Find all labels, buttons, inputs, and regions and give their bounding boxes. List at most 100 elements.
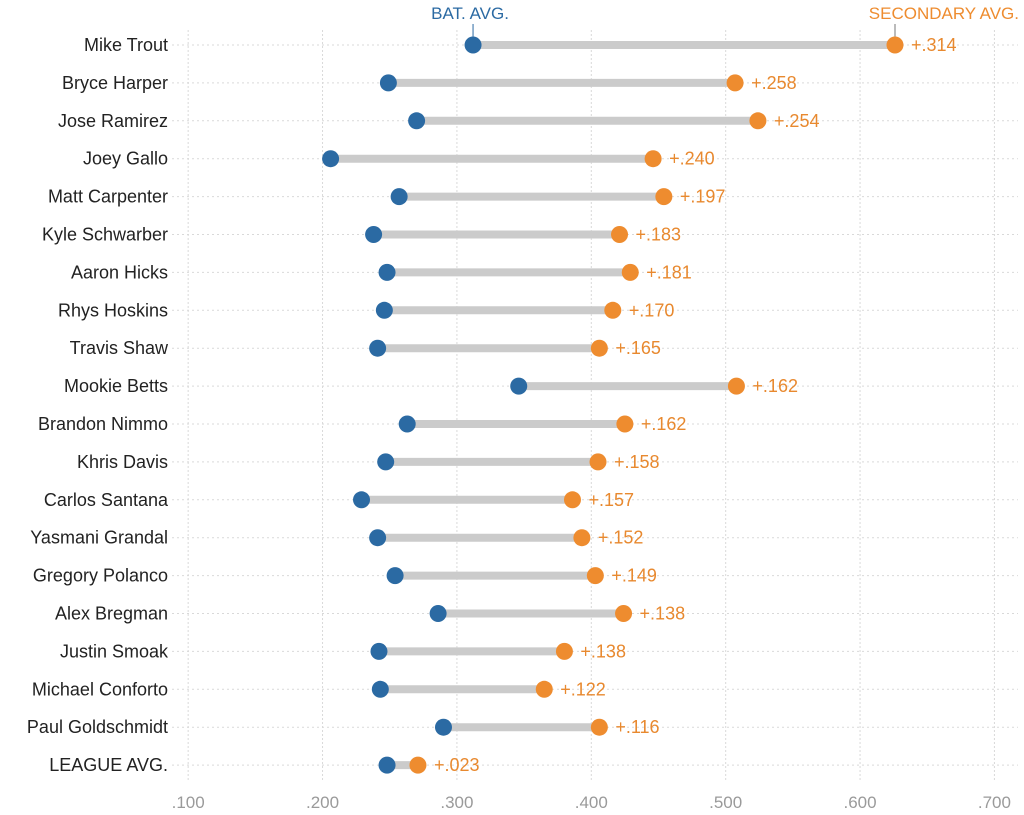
series-headers: BAT. AVG. SECONDARY AVG. xyxy=(431,4,1019,37)
player-label: Brandon Nimmo xyxy=(38,414,168,434)
chart-row: Bryce Harper +.258 xyxy=(62,73,1018,93)
bat-avg-dot xyxy=(408,112,426,130)
bat-avg-dot xyxy=(434,718,452,736)
difference-label: +.023 xyxy=(434,755,480,775)
difference-label: +.152 xyxy=(598,528,644,548)
player-label: LEAGUE AVG. xyxy=(49,755,168,775)
secondary-avg-dot xyxy=(590,718,608,736)
secondary-avg-dot xyxy=(604,301,622,319)
difference-label: +.254 xyxy=(774,111,820,131)
secondary-avg-dot xyxy=(535,680,553,698)
chart-row: LEAGUE AVG. +.023 xyxy=(49,755,1018,775)
secondary-avg-dot xyxy=(749,112,767,130)
x-tick-label: .200 xyxy=(306,793,339,812)
player-label: Aaron Hicks xyxy=(71,262,168,282)
bat-avg-dot xyxy=(370,642,388,660)
chart-row: Aaron Hicks +.181 xyxy=(71,262,1018,282)
bat-avg-dot xyxy=(371,680,389,698)
legend-bat-avg: BAT. AVG. xyxy=(431,4,509,23)
chart-row: Carlos Santana +.157 xyxy=(44,490,1018,510)
chart-row: Rhys Hoskins +.170 xyxy=(58,300,1018,320)
bat-avg-dot xyxy=(377,453,395,471)
difference-label: +.183 xyxy=(636,225,682,245)
secondary-avg-dot xyxy=(621,263,639,281)
difference-label: +.158 xyxy=(614,452,660,472)
bat-avg-dot xyxy=(464,36,482,54)
difference-label: +.258 xyxy=(751,73,797,93)
difference-label: +.116 xyxy=(615,717,659,737)
chart-row: Kyle Schwarber +.183 xyxy=(42,225,1018,245)
bat-avg-dot xyxy=(369,529,387,547)
bat-avg-dot xyxy=(510,377,528,395)
player-label: Rhys Hoskins xyxy=(58,300,168,320)
player-label: Kyle Schwarber xyxy=(42,225,168,245)
chart-row: Paul Goldschmidt +.116 xyxy=(27,717,1018,737)
difference-label: +.314 xyxy=(911,35,957,55)
bat-avg-dot xyxy=(378,756,396,774)
player-label: Jose Ramirez xyxy=(58,111,168,131)
bat-avg-dot xyxy=(365,226,383,243)
chart-row: Matt Carpenter +.197 xyxy=(48,187,1018,207)
difference-label: +.162 xyxy=(641,414,687,434)
bat-avg-dot xyxy=(378,263,396,281)
chart-row: Justin Smoak +.138 xyxy=(60,641,1018,661)
chart-row: Yasmani Grandal +.152 xyxy=(30,528,1018,548)
gridlines xyxy=(187,30,995,782)
difference-label: +.157 xyxy=(588,490,634,510)
chart-row: Gregory Polanco +.149 xyxy=(33,566,1018,586)
difference-label: +.181 xyxy=(646,262,692,282)
difference-label: +.138 xyxy=(640,604,686,624)
secondary-avg-dot xyxy=(563,491,581,509)
player-label: Gregory Polanco xyxy=(33,566,168,586)
secondary-avg-dot xyxy=(409,756,427,774)
chart-row: Travis Shaw +.165 xyxy=(70,338,1018,358)
player-label: Paul Goldschmidt xyxy=(27,717,168,737)
x-axis: .100 .200 .300 .400 .500 .600 .700 xyxy=(172,793,1011,812)
difference-label: +.170 xyxy=(629,300,675,320)
player-label: Khris Davis xyxy=(77,452,168,472)
secondary-avg-dot xyxy=(589,453,607,471)
player-label: Yasmani Grandal xyxy=(30,528,168,548)
difference-label: +.149 xyxy=(611,566,657,586)
chart-row: Mike Trout +.314 xyxy=(84,35,1018,55)
difference-label: +.165 xyxy=(615,338,661,358)
chart-row: Mookie Betts +.162 xyxy=(64,376,1018,396)
x-tick-label: .700 xyxy=(978,793,1011,812)
chart-row: Michael Conforto +.122 xyxy=(32,679,1018,699)
bat-avg-dot xyxy=(386,567,404,585)
difference-label: +.162 xyxy=(752,376,798,396)
bat-avg-dot xyxy=(353,491,371,509)
player-label: Mookie Betts xyxy=(64,376,168,396)
chart-row: Khris Davis +.158 xyxy=(77,452,1018,472)
player-label: Travis Shaw xyxy=(70,338,169,358)
bat-avg-dot xyxy=(398,415,416,433)
chart-row: Jose Ramirez +.254 xyxy=(58,111,1018,131)
difference-label: +.122 xyxy=(560,679,606,699)
secondary-avg-dot xyxy=(726,74,744,92)
player-label: Matt Carpenter xyxy=(48,187,168,207)
player-label: Alex Bregman xyxy=(55,604,168,624)
chart-rows: Mike Trout +.314 Bryce Harper +.258 Jose Ram… xyxy=(27,35,1018,775)
secondary-avg-dot xyxy=(590,339,608,357)
difference-label: +.138 xyxy=(580,641,626,661)
bat-avg-dot xyxy=(369,339,387,357)
secondary-avg-dot xyxy=(727,377,745,395)
chart-row: Alex Bregman +.138 xyxy=(55,604,1018,624)
player-label: Bryce Harper xyxy=(62,73,168,93)
x-tick-label: .400 xyxy=(575,793,608,812)
player-label: Carlos Santana xyxy=(44,490,169,510)
chart-row: Brandon Nimmo +.162 xyxy=(38,414,1018,434)
secondary-avg-dot xyxy=(615,605,633,622)
secondary-avg-dot xyxy=(655,188,673,206)
x-tick-label: .600 xyxy=(844,793,877,812)
x-tick-label: .500 xyxy=(709,793,742,812)
secondary-avg-dot xyxy=(616,415,634,433)
player-label: Joey Gallo xyxy=(83,149,168,169)
bat-avg-dot xyxy=(322,150,340,168)
player-label: Justin Smoak xyxy=(60,641,169,661)
player-label: Mike Trout xyxy=(84,35,168,55)
x-tick-label: .100 xyxy=(172,793,205,812)
bat-avg-dot xyxy=(375,301,393,319)
